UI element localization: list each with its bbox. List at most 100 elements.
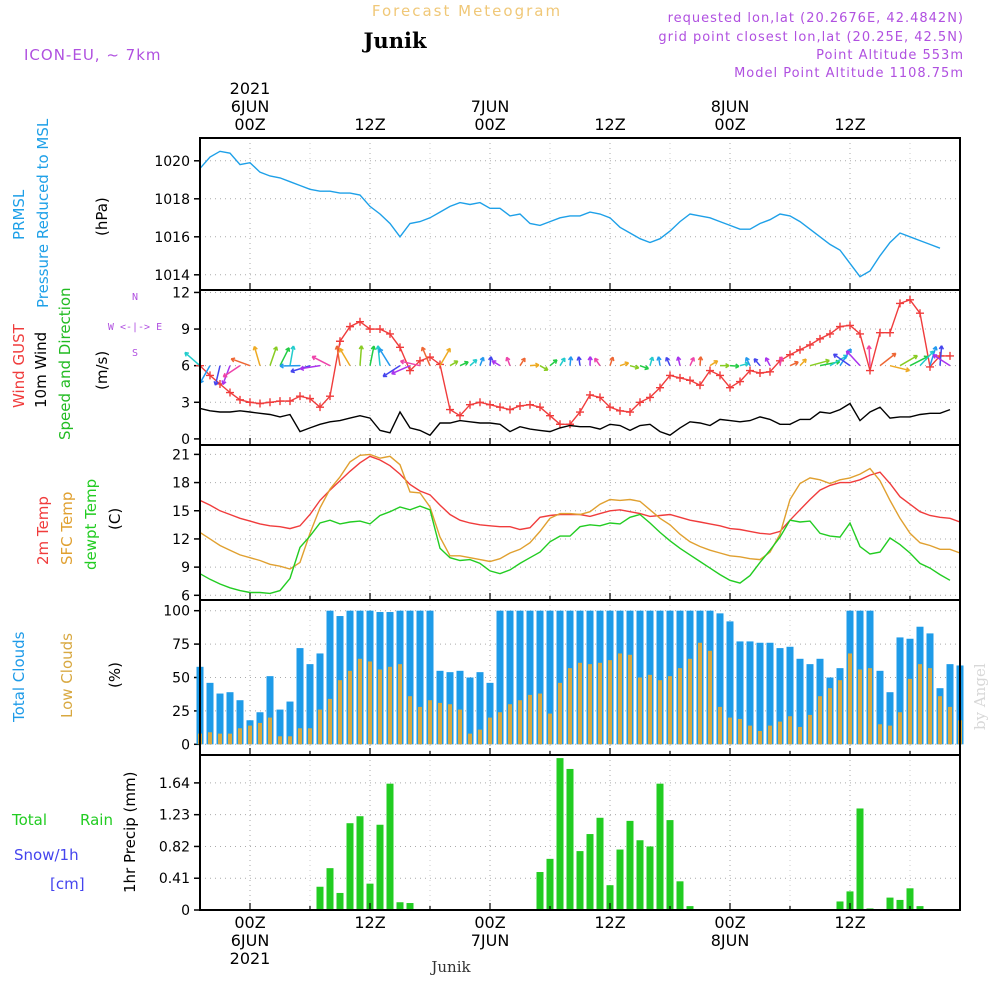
wind-direction-arrow xyxy=(809,359,830,367)
gust-point xyxy=(946,351,954,360)
total-cloud-bar xyxy=(486,682,494,745)
low-cloud-bar xyxy=(428,700,432,745)
wind-direction-arrow xyxy=(845,350,861,367)
low-cloud-bar xyxy=(948,706,952,745)
temp-label-3: dewpt Temp xyxy=(82,479,100,570)
clouds-label-1: Total Clouds xyxy=(10,631,28,723)
low-cloud-bar xyxy=(408,696,412,745)
requested-coords: requested lon,lat (20.2676E, 42.4842N) xyxy=(668,11,964,26)
low-cloud-bar xyxy=(298,728,302,745)
low-cloud-bar xyxy=(838,680,842,745)
wind-direction-arrow xyxy=(479,357,485,366)
gust-point xyxy=(676,373,684,382)
top-time-label: 00Z xyxy=(474,115,505,134)
compass-north: N xyxy=(132,292,138,303)
total-cloud-bar xyxy=(716,613,724,745)
low-cloud-bar xyxy=(668,676,672,745)
gust-point xyxy=(466,400,474,409)
precip-bar xyxy=(556,758,564,910)
wind-arrow-head xyxy=(399,359,405,365)
low-cloud-bar xyxy=(358,658,362,745)
compass-south: S xyxy=(132,348,138,359)
total-cloud-bar xyxy=(796,658,804,745)
temp-label-1: 2m Temp xyxy=(34,496,52,565)
wind-direction-arrow xyxy=(539,365,549,371)
total-cloud-bar xyxy=(266,676,274,745)
bottom-time-label: 2021 xyxy=(230,949,271,968)
wind-direction-arrow xyxy=(449,360,459,367)
y-tick-label: 6 xyxy=(181,359,190,375)
precip-bar xyxy=(656,783,664,910)
precip-bar xyxy=(896,899,904,910)
total-cloud-bar xyxy=(726,621,734,745)
wind-arrow-head xyxy=(735,363,740,369)
total-cloud-bar xyxy=(406,610,414,745)
precip-bar xyxy=(326,868,334,910)
low-cloud-bar xyxy=(268,717,272,745)
top-time-label: 00Z xyxy=(714,115,745,134)
total-cloud-bar xyxy=(546,610,554,745)
wind-arrow-head xyxy=(753,358,759,363)
low-cloud-bar xyxy=(228,733,232,745)
low-cloud-bar xyxy=(248,725,252,745)
low-cloud-bar xyxy=(578,662,582,745)
gust-point xyxy=(726,383,734,392)
gust-point xyxy=(656,383,664,392)
wind-direction-arrow xyxy=(459,361,469,367)
precip-frame xyxy=(199,754,961,911)
clouds-label-2: Low Clouds xyxy=(58,633,76,718)
y-tick-label: 100 xyxy=(163,604,190,620)
low-cloud-bar xyxy=(878,724,882,745)
wind-direction-arrow xyxy=(491,360,501,367)
total-cloud-bar xyxy=(876,670,884,745)
gust-point xyxy=(296,392,304,401)
y-tick-label: 15 xyxy=(172,504,190,520)
low-cloud-bar xyxy=(928,668,932,745)
y-tick-label: 75 xyxy=(172,637,190,653)
precip-bar xyxy=(626,820,634,910)
wind-arrow-head xyxy=(913,354,918,360)
wind-arrow-head xyxy=(370,345,376,351)
gust-point xyxy=(916,309,924,318)
low-cloud-bar xyxy=(848,653,852,745)
top-time-label: 7JUN xyxy=(471,97,510,116)
wind-arrow-head xyxy=(505,356,511,362)
wind-direction-arrow xyxy=(789,361,799,367)
gust-point xyxy=(236,395,244,404)
total-cloud-bar xyxy=(506,610,514,745)
precip-bar xyxy=(386,783,394,910)
wind-arrow-head xyxy=(713,360,719,365)
low-cloud-bar xyxy=(898,712,902,745)
gust-point xyxy=(646,393,654,402)
wind-direction-arrow xyxy=(214,365,221,386)
precip-bar xyxy=(606,885,614,910)
precip-bar xyxy=(836,901,844,910)
gust-point xyxy=(706,366,714,375)
low-cloud-bar xyxy=(808,714,812,745)
wind-direction-arrow xyxy=(833,353,851,367)
gust-point xyxy=(786,350,794,359)
gust-point xyxy=(486,400,494,409)
low-cloud-bar xyxy=(598,662,602,745)
low-cloud-bar xyxy=(308,728,312,745)
precip-bar xyxy=(846,891,854,910)
wind-direction-arrow xyxy=(230,358,251,367)
y-tick-label: 1.64 xyxy=(159,776,190,792)
wind-direction-arrow xyxy=(639,364,649,370)
gust-point xyxy=(876,328,884,337)
top-time-label: 2021 xyxy=(230,79,271,98)
low-cloud-bar xyxy=(418,706,422,745)
low-cloud-bar xyxy=(818,696,822,745)
low-cloud-bar xyxy=(678,668,682,745)
low-cloud-bar xyxy=(868,668,872,745)
wind-arrow-head xyxy=(552,359,558,364)
y-tick-label: 1018 xyxy=(154,192,190,208)
y-tick-label: 12 xyxy=(172,285,190,301)
low-cloud-bar xyxy=(638,677,642,745)
low-cloud-bar xyxy=(288,736,292,745)
precip-label-snow: Snow/1h xyxy=(14,846,79,864)
y-tick-label: 9 xyxy=(181,322,190,338)
gust-point xyxy=(256,399,264,408)
y-tick-label: 21 xyxy=(172,447,190,463)
